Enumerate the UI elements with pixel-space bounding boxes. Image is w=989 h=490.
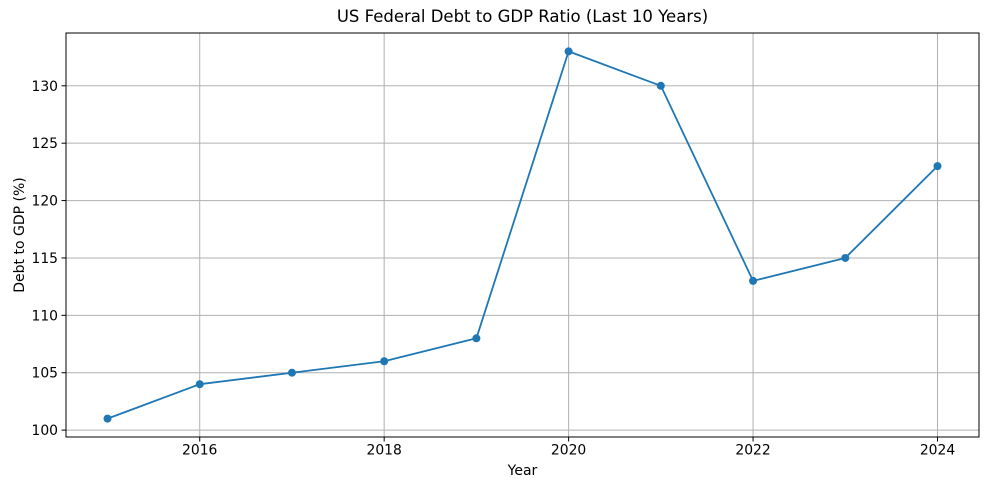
x-tick-label: 2024 [920, 443, 956, 459]
data-point-marker [380, 357, 389, 366]
plot-border [65, 32, 980, 438]
data-point-marker [195, 380, 204, 389]
data-series [103, 47, 942, 423]
x-tick-label: 2020 [551, 443, 586, 459]
gridlines [66, 33, 979, 437]
x-axis-label: Year [507, 463, 538, 479]
data-point-marker [472, 334, 481, 343]
y-tick-labels: 100 105 110 115 120 125 130 [31, 79, 58, 439]
y-tick-label: 110 [31, 308, 58, 324]
data-point-marker [656, 81, 665, 90]
axis-ticks [61, 85, 938, 442]
x-tick-label: 2018 [366, 443, 401, 459]
y-tick-label: 125 [31, 136, 58, 152]
y-tick-label: 100 [31, 423, 58, 439]
y-tick-label: 130 [31, 79, 58, 95]
y-tick-label: 115 [31, 251, 58, 267]
data-point-marker [841, 253, 850, 262]
data-point-marker [287, 368, 296, 377]
data-point-marker [564, 47, 573, 56]
data-point-marker [749, 276, 758, 285]
x-tick-labels: 2016 2018 2020 2022 2024 [182, 443, 955, 459]
y-tick-label: 105 [31, 366, 58, 382]
series-line [107, 50, 939, 420]
y-axis-label: Debt to GDP (%) [12, 177, 28, 292]
x-tick-label: 2016 [182, 443, 217, 459]
y-tick-label: 120 [31, 194, 58, 210]
chart-title: US Federal Debt to GDP Ratio (Last 10 Ye… [337, 7, 708, 26]
x-tick-label: 2022 [735, 443, 770, 459]
data-point-marker [103, 414, 112, 423]
data-point-marker [933, 162, 942, 171]
